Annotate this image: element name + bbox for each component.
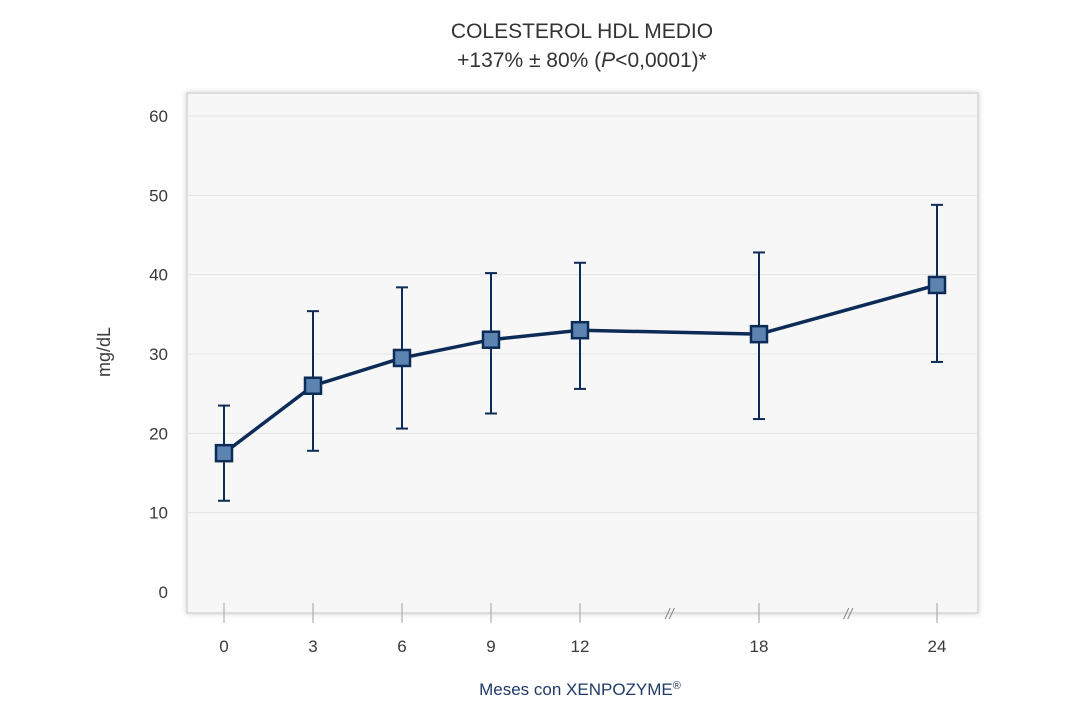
data-point-marker [303, 376, 323, 395]
axis-break: // [843, 606, 854, 623]
y-tick-label: 40 [149, 266, 168, 285]
x-tick-label: 18 [750, 637, 769, 656]
x-axis-label: Meses con XENPOZYME® [479, 680, 681, 699]
x-tick-label: 24 [928, 637, 947, 656]
data-point-marker [481, 330, 501, 349]
x-tick-label: 6 [397, 637, 406, 656]
chart-subtitle: +137% ± 80% (P<0,0001)* [457, 49, 707, 72]
data-point-marker [570, 320, 590, 340]
chart-title: COLESTEROL HDL MEDIO [451, 20, 713, 43]
data-point-marker [927, 275, 947, 295]
axis-break: // [664, 606, 675, 623]
axis-breaks: // // [664, 606, 854, 623]
x-tick-label: 3 [308, 637, 317, 656]
y-tick-label: 20 [149, 424, 168, 443]
y-tick-label: 60 [149, 107, 168, 126]
plot-area [186, 92, 979, 614]
x-tick-label: 9 [486, 637, 495, 656]
y-tick-label: 0 [159, 583, 168, 602]
data-point-marker [749, 324, 769, 344]
y-axis-label: mg/dL [94, 327, 114, 377]
grid-lines [187, 115, 978, 514]
y-tick-label: 10 [149, 504, 168, 523]
data-point-marker [392, 348, 412, 368]
x-tick-label: 0 [219, 637, 228, 656]
data-markers [214, 275, 947, 463]
x-tick-label: 12 [571, 637, 590, 656]
y-tick-label: 50 [149, 186, 168, 205]
y-axis: 0 10 20 30 40 50 60 [149, 107, 168, 602]
data-point-marker [214, 443, 234, 463]
y-tick-label: 30 [149, 345, 168, 364]
x-axis: 0 3 6 9 12 18 24 [219, 603, 946, 656]
